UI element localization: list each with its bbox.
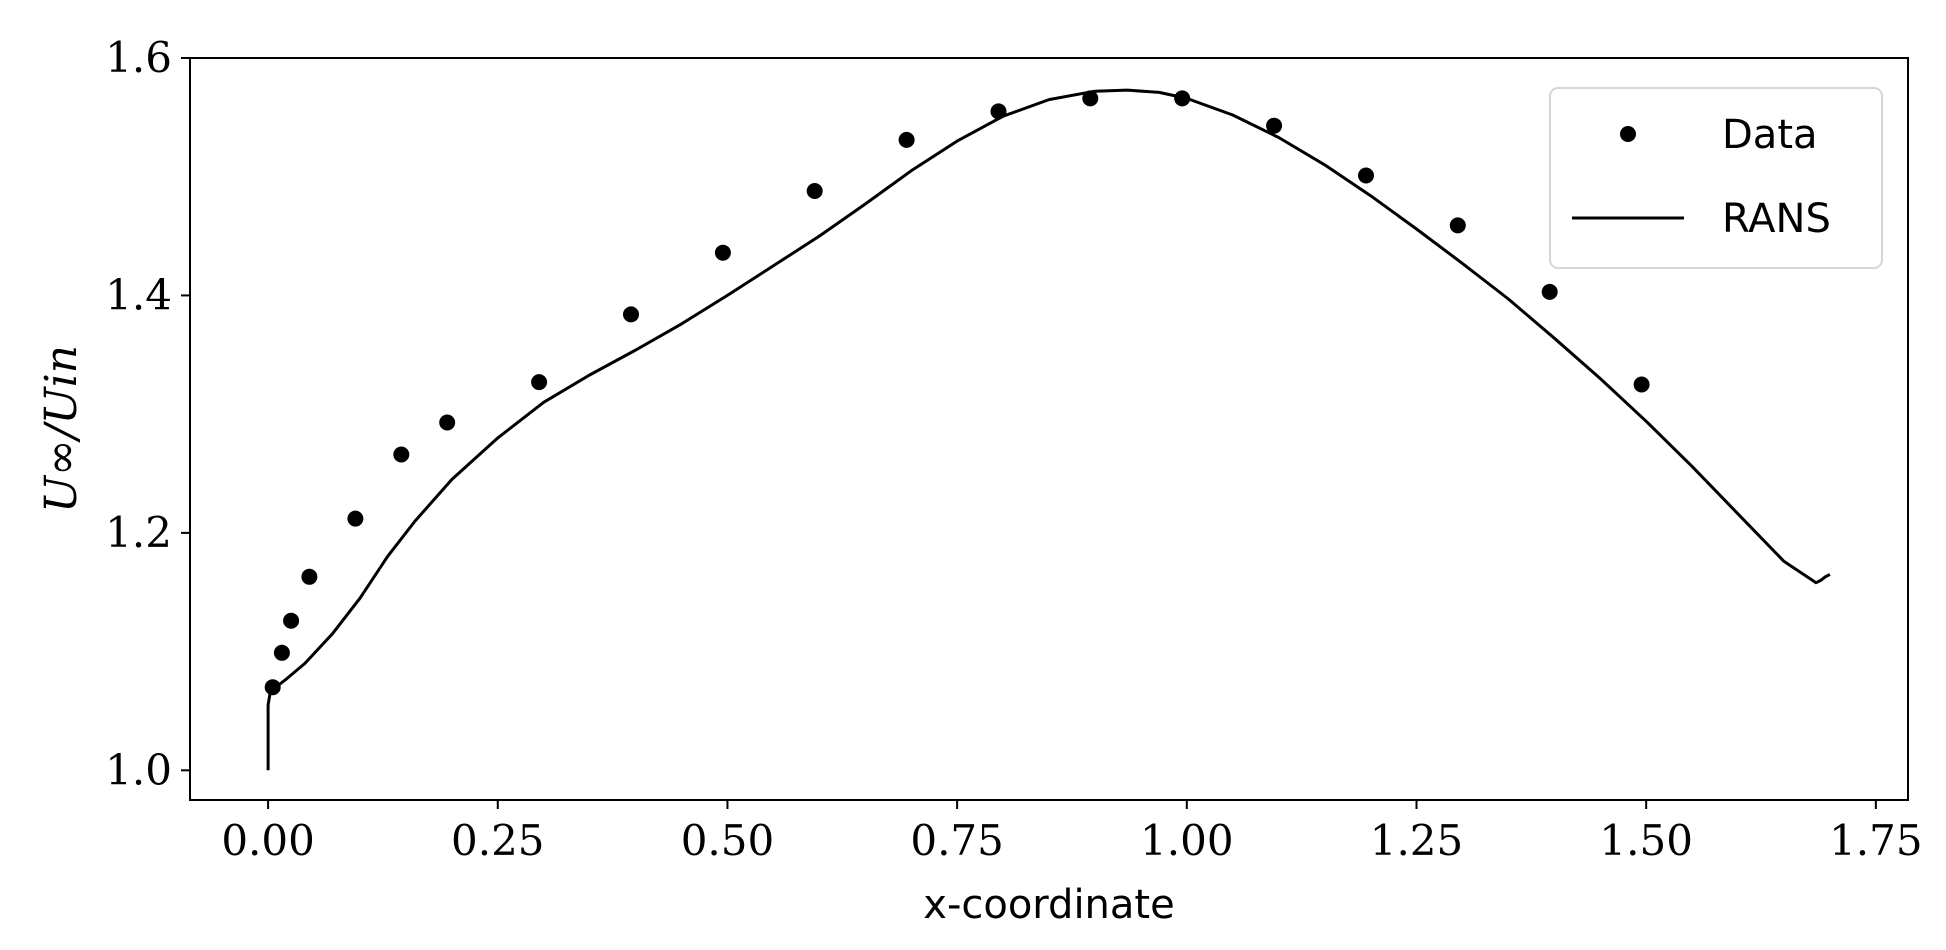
legend-rans-label: RANS [1722, 196, 1831, 242]
data-point [393, 446, 410, 463]
data-point [1358, 167, 1374, 184]
data-point [1082, 90, 1099, 107]
data-point [1266, 117, 1283, 134]
data-point [301, 568, 318, 585]
data-point [898, 131, 915, 148]
ticks-layer: 0.00 0.25 0.50 0.75 1.00 1.25 1.50 1.75 1.0 1.2 1.… [105, 33, 1922, 865]
y-tick-label: 1.0 [105, 745, 172, 794]
legend-box [1549, 87, 1883, 269]
data-point [273, 644, 290, 661]
x-tick-label: 0.25 [451, 816, 545, 865]
x-tick-label: 0.00 [221, 816, 315, 865]
y-tick-label: 1.6 [105, 33, 172, 82]
data-point [1174, 90, 1191, 107]
marks-layer [264, 88, 1831, 771]
x-tick-label: 0.50 [681, 816, 775, 865]
data-point [714, 244, 731, 261]
data-point [531, 374, 548, 391]
data-point [806, 183, 823, 199]
legend: Data RANS [1549, 87, 1883, 269]
data-point [1541, 283, 1558, 300]
y-axis-label: U∞/Uin [36, 345, 87, 513]
x-tick-label: 1.00 [1140, 816, 1234, 865]
plot-frame [189, 57, 1909, 801]
y-tick-label: 1.4 [105, 270, 172, 319]
series-line-rans [266, 88, 1831, 771]
data-point [623, 306, 639, 323]
data-point [439, 414, 456, 431]
x-axis-label: x-coordinate [923, 882, 1174, 928]
legend-data-label: Data [1722, 112, 1818, 158]
data-point [283, 612, 300, 629]
y-tick-label: 1.2 [105, 508, 172, 557]
data-point [264, 679, 281, 696]
x-tick-label: 0.75 [910, 816, 1004, 865]
x-tick-label: 1.75 [1829, 816, 1923, 865]
data-point [1633, 376, 1650, 393]
legend-data-marker [1620, 126, 1636, 142]
data-point [990, 103, 1007, 120]
x-tick-label: 1.50 [1599, 816, 1693, 865]
data-point [1449, 217, 1466, 234]
data-point [347, 510, 364, 527]
x-tick-label: 1.25 [1370, 816, 1464, 865]
